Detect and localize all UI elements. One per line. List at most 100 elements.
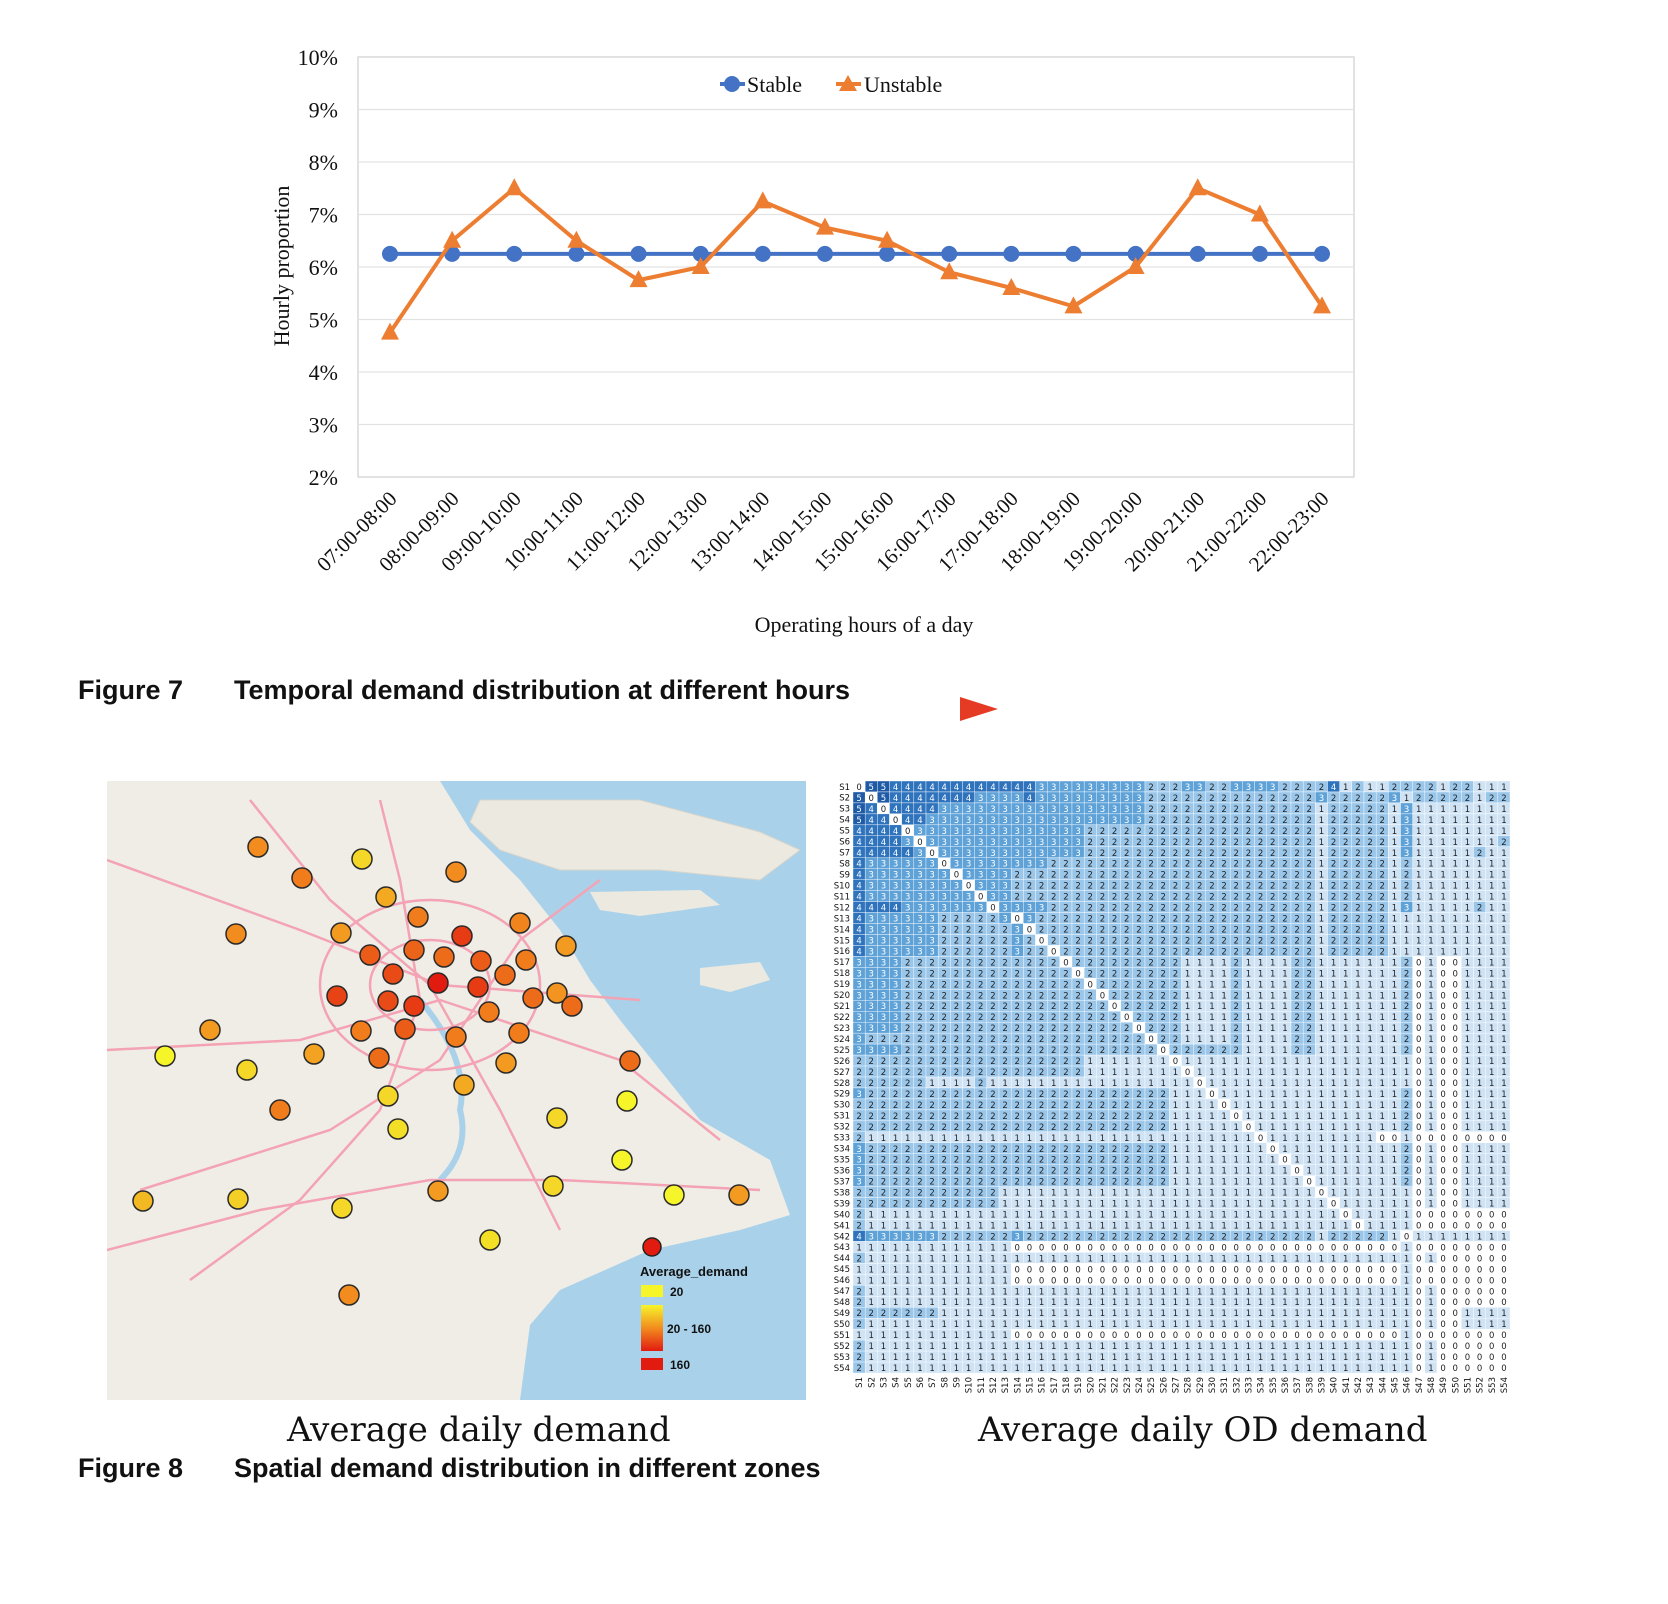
heatmap-cell-value: 0 — [1039, 936, 1044, 946]
heatmap-cell-value: 1 — [1465, 893, 1470, 903]
heatmap-cell-value: 1 — [1477, 1024, 1482, 1034]
heatmap-cell-value: 3 — [954, 860, 959, 870]
heatmap-cell-value: 3 — [869, 1002, 874, 1012]
heatmap-cell-value: 2 — [1161, 936, 1166, 946]
heatmap-cell-value: 1 — [1465, 871, 1470, 881]
heatmap-cell-value: 1 — [1465, 1101, 1470, 1111]
heatmap-cell-value: 3 — [917, 827, 922, 837]
figure-7-title: Temporal demand distribution at differen… — [234, 675, 851, 705]
heatmap-cell-value: 2 — [1282, 816, 1287, 826]
heatmap-cell-value: 1 — [1477, 1013, 1482, 1023]
heatmap-cell-value: 3 — [1002, 882, 1007, 892]
heatmap-cell-value: 2 — [1404, 1156, 1409, 1166]
heatmap-cell-value: 2 — [1197, 904, 1202, 914]
heatmap-cell-value: 2 — [869, 1123, 874, 1133]
heatmap-cell-value: 2 — [1039, 958, 1044, 968]
heatmap-cell-value: 2 — [1380, 827, 1385, 837]
heatmap-cell-value: 2 — [1221, 794, 1226, 804]
heatmap-cell-value: 2 — [966, 926, 971, 936]
heatmap-cell-value: 2 — [954, 1101, 959, 1111]
heatmap-cell-value: 1 — [1270, 1079, 1275, 1089]
heatmap-cell-value: 1 — [1258, 1090, 1263, 1100]
heatmap-cell-value: 1 — [1173, 1090, 1178, 1100]
heatmap-cell-value: 1 — [1319, 1090, 1324, 1100]
heatmap-cell-value: 3 — [893, 1013, 898, 1023]
heatmap-cell-value: 2 — [1075, 958, 1080, 968]
heatmap-cell-value: 2 — [978, 980, 983, 990]
heatmap-cell-value: 1 — [1380, 1112, 1385, 1122]
heatmap-cell-value: 2 — [1075, 1112, 1080, 1122]
y-axis-label: Hourly proportion — [269, 186, 294, 347]
heatmap-cell-value: 4 — [856, 915, 861, 925]
heatmap-cell-value: 1 — [1221, 969, 1226, 979]
heatmap-cell-value: 2 — [905, 1035, 910, 1045]
heatmap-cell-value: 2 — [1465, 794, 1470, 804]
heatmap-cell-value: 1 — [1270, 1123, 1275, 1133]
heatmap-cell-value: 2 — [1209, 926, 1214, 936]
heatmap-cell-value: 0 — [1440, 958, 1445, 968]
heatmap-cell-value: 2 — [1404, 991, 1409, 1001]
heatmap-cell-value: 2 — [1051, 904, 1056, 914]
heatmap-cell-value: 2 — [1161, 1013, 1166, 1023]
heatmap-cell-value: 2 — [978, 1068, 983, 1078]
heatmap-cell-value: 1 — [1294, 1101, 1299, 1111]
heatmap-cell-value: 2 — [1307, 827, 1312, 837]
heatmap-cell-value: 1 — [1392, 947, 1397, 957]
heatmap-cell-value: 3 — [966, 849, 971, 859]
heatmap-cell-value: 2 — [1343, 871, 1348, 881]
heatmap-cell-value: 4 — [905, 783, 910, 793]
heatmap-cell-value: 2 — [1075, 926, 1080, 936]
heatmap-cell-value: 2 — [856, 1068, 861, 1078]
heatmap-cell-value: 1 — [1258, 1079, 1263, 1089]
heatmap-cell-value: 1 — [1416, 805, 1421, 815]
heatmap-cell-value: 1 — [1246, 1068, 1251, 1078]
heatmap-cell-value: 2 — [1088, 838, 1093, 848]
heatmap-cell-value: 3 — [893, 860, 898, 870]
heatmap-cell-value: 2 — [1136, 1101, 1141, 1111]
heatmap-cell-value: 2 — [1234, 936, 1239, 946]
heatmap-cell-value: 2 — [1027, 936, 1032, 946]
heatmap-cell-value: 1 — [1477, 1156, 1482, 1166]
heatmap-cell-value: 2 — [929, 1013, 934, 1023]
heatmap-cell-value: 1 — [1489, 805, 1494, 815]
heatmap-cell-value: 3 — [954, 805, 959, 815]
heatmap-cell-value: 1 — [1234, 1068, 1239, 1078]
stable-point — [879, 245, 896, 262]
heatmap-cell-value: 2 — [1075, 1101, 1080, 1111]
heatmap-cell-value: 2 — [881, 1057, 886, 1067]
heatmap-cell-value: 1 — [1197, 1167, 1202, 1177]
heatmap-cell-value: 1 — [1489, 827, 1494, 837]
legend: Stable Unstable — [720, 72, 942, 97]
heatmap-cell-value: 2 — [1148, 827, 1153, 837]
heatmap-cell-value: 1 — [1343, 1079, 1348, 1089]
heatmap-cell-value: 1 — [1428, 893, 1433, 903]
heatmap-cell-value: 2 — [1331, 816, 1336, 826]
heatmap-cell-value: 1 — [1367, 1079, 1372, 1089]
heatmap-cell-value: 1 — [1331, 1068, 1336, 1078]
heatmap-cell-value: 1 — [1392, 882, 1397, 892]
y-tick-label: 4% — [309, 360, 338, 385]
heatmap-cell-value: 2 — [1002, 1024, 1007, 1034]
heatmap-cell-value: 2 — [1100, 1167, 1105, 1177]
heatmap-cell-value: 0 — [1453, 1046, 1458, 1056]
heatmap-cell-value: 2 — [1307, 926, 1312, 936]
heatmap-cell-value: 2 — [1404, 1145, 1409, 1155]
heatmap-cell-value: 1 — [1343, 1156, 1348, 1166]
heatmap-cell-value: 2 — [1209, 947, 1214, 957]
heatmap-cell-value: 1 — [1465, 947, 1470, 957]
heatmap-cell-value: 1 — [1453, 936, 1458, 946]
heatmap-cell-value: 3 — [1015, 926, 1020, 936]
heatmap-cell-value: 3 — [1136, 805, 1141, 815]
heatmap-cell-value: 1 — [1477, 936, 1482, 946]
heatmap-cell-value: 2 — [1246, 947, 1251, 957]
heatmap-cell-value: 2 — [1015, 980, 1020, 990]
heatmap-cell-value: 2 — [1112, 1112, 1117, 1122]
heatmap-cell-value: 2 — [1234, 926, 1239, 936]
heatmap-cell-value: 2 — [1367, 893, 1372, 903]
heatmap-cell-value: 1 — [1221, 1167, 1226, 1177]
heatmap-cell-value: 4 — [869, 805, 874, 815]
heatmap-cell-value: 1 — [1100, 1134, 1105, 1144]
heatmap-cell-value: 1 — [1477, 1112, 1482, 1122]
heatmap-cell-value: 1 — [1197, 1145, 1202, 1155]
heatmap-cell-value: 2 — [869, 1101, 874, 1111]
